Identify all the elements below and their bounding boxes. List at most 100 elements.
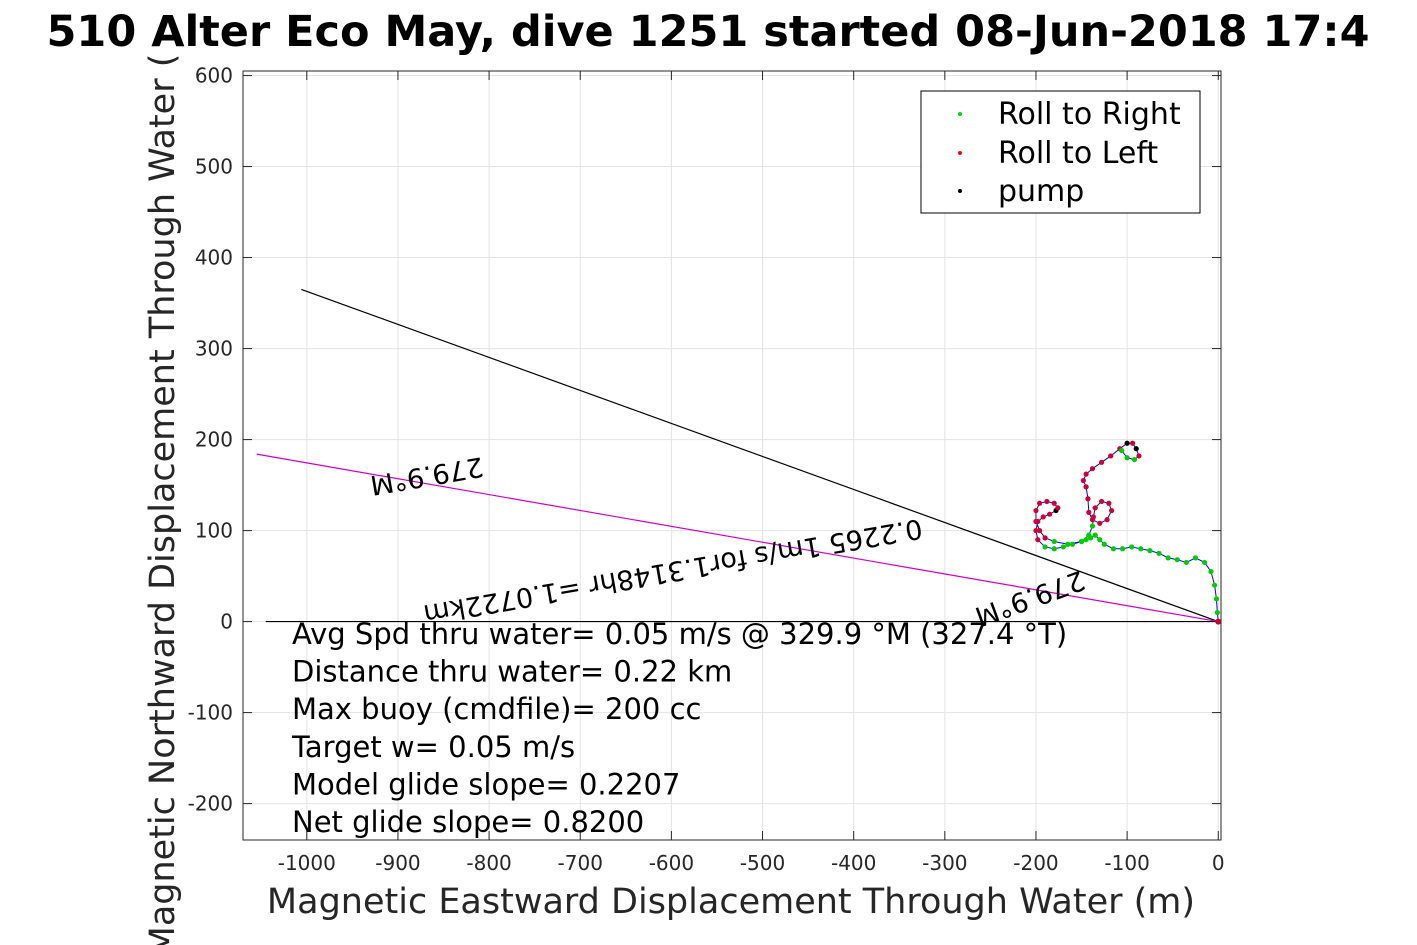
track-point (1051, 546, 1057, 552)
track-point (1124, 440, 1130, 446)
track-point (1089, 517, 1096, 523)
rotated-labels: 279.9°M 0.2265 1m/s for1.3148hr =1.0722km… (368, 450, 1089, 632)
track-point (1033, 527, 1039, 534)
track-point (1136, 453, 1142, 459)
track-point (1086, 509, 1092, 515)
track-origin-point (1215, 618, 1222, 625)
rotated-label: 279.9°M (368, 450, 486, 500)
track-point (1037, 527, 1043, 534)
track-point (1129, 440, 1136, 446)
track-point (1133, 446, 1139, 452)
track-point (1051, 538, 1057, 545)
legend-marker-roll-right (958, 112, 962, 116)
heading-line (256, 453, 1219, 623)
track-point (1106, 500, 1112, 506)
legend: Roll to Right Roll to Left pump (920, 90, 1201, 214)
track-point (1104, 517, 1110, 523)
x-tick-label: -800 (466, 851, 511, 875)
track-point (1213, 596, 1220, 602)
annotations: Avg Spd thru water= 0.05 m/s @ 329.9 °M … (291, 617, 1067, 839)
plot-frame (242, 70, 1222, 841)
track-point (1078, 538, 1085, 545)
track-point (1098, 498, 1105, 505)
y-tick-label: 100 (195, 519, 233, 543)
legend-box (920, 90, 1201, 214)
track-point (1055, 505, 1061, 511)
x-tick-label: -300 (922, 851, 967, 875)
track-point (1183, 559, 1189, 566)
legend-label-roll-right: Roll to Right (998, 97, 1181, 132)
y-tick-label: 0 (220, 610, 233, 634)
glider-track (1033, 440, 1222, 625)
track-point (1208, 568, 1214, 575)
track-point (1092, 532, 1098, 538)
track-point (1192, 555, 1199, 561)
track-point (1060, 544, 1066, 550)
x-tick-label: -1000 (278, 851, 336, 875)
y-tick-label: -200 (188, 792, 233, 816)
track-point (1085, 496, 1091, 502)
annotation-line: Avg Spd thru water= 0.05 m/s @ 329.9 °M … (292, 617, 1067, 651)
heading-lines (256, 288, 1219, 623)
track-point (1098, 459, 1105, 465)
track-point (1174, 557, 1180, 563)
track-point (1042, 535, 1048, 541)
track-point (1083, 471, 1089, 477)
track-point (1156, 550, 1162, 556)
track-point (1086, 532, 1092, 538)
y-tick-label: 300 (195, 337, 233, 361)
x-tick-label: -700 (558, 851, 603, 875)
y-tick-label: 400 (195, 246, 233, 270)
track-point (1083, 537, 1089, 543)
y-tick-label: 600 (195, 64, 233, 88)
track-point (1108, 453, 1114, 459)
ticks: -1000 -900 -800 -700 -600 -500 -400 -300 -200 -10… (188, 64, 1225, 875)
track-point (1042, 544, 1048, 550)
x-tick-label: -100 (1104, 851, 1149, 875)
track-point (1109, 507, 1115, 514)
track-point (1101, 541, 1107, 547)
x-tick-label: -600 (649, 851, 694, 875)
track-point (1092, 505, 1098, 511)
x-tick-label: -200 (1013, 851, 1058, 875)
track-point (1040, 514, 1046, 520)
track-point (1212, 582, 1218, 588)
annotation-line: Max buoy (cmdfile)= 200 cc (292, 692, 701, 726)
track-point (1033, 518, 1039, 525)
track-point (1089, 466, 1096, 472)
legend-label-pump: pump (998, 174, 1084, 209)
y-tick-label: 200 (195, 428, 233, 452)
track-point (1044, 498, 1050, 505)
x-tick-label: -500 (740, 851, 785, 875)
track-point (1119, 546, 1126, 552)
track-point (1083, 484, 1089, 490)
annotation-line: Target w= 0.05 m/s (291, 730, 575, 764)
legend-marker-roll-left (958, 151, 962, 155)
track-point (1201, 559, 1208, 566)
track-point (1097, 537, 1103, 543)
chart-title: 510 Alter Eco May, dive 1251 started 08-… (46, 7, 1369, 57)
track-point (1033, 507, 1039, 514)
track-point (1037, 500, 1043, 506)
track-point (1110, 546, 1117, 552)
track-point (1047, 511, 1053, 517)
annotation-line: Model glide slope= 0.2207 (292, 767, 680, 801)
heading-line (301, 288, 1219, 623)
legend-label-roll-left: Roll to Left (998, 136, 1158, 171)
track-point (1051, 500, 1057, 506)
x-tick-label: -900 (375, 851, 420, 875)
track-point (1119, 447, 1125, 454)
track-point (1124, 455, 1130, 461)
x-axis-label: Magnetic Eastward Displacement Through W… (267, 882, 1195, 922)
track-point (1035, 537, 1041, 543)
track-point (1214, 609, 1220, 616)
track-point (1069, 541, 1076, 547)
track-point (1138, 546, 1144, 552)
annotation-line: Distance thru water= 0.22 km (292, 655, 732, 689)
legend-marker-pump (958, 189, 962, 193)
rotated-label: 0.2265 1m/s for1.3148hr =1.0722km (421, 512, 925, 629)
track-point (1089, 523, 1096, 529)
x-tick-label: -400 (831, 851, 876, 875)
track-point (1065, 541, 1071, 547)
